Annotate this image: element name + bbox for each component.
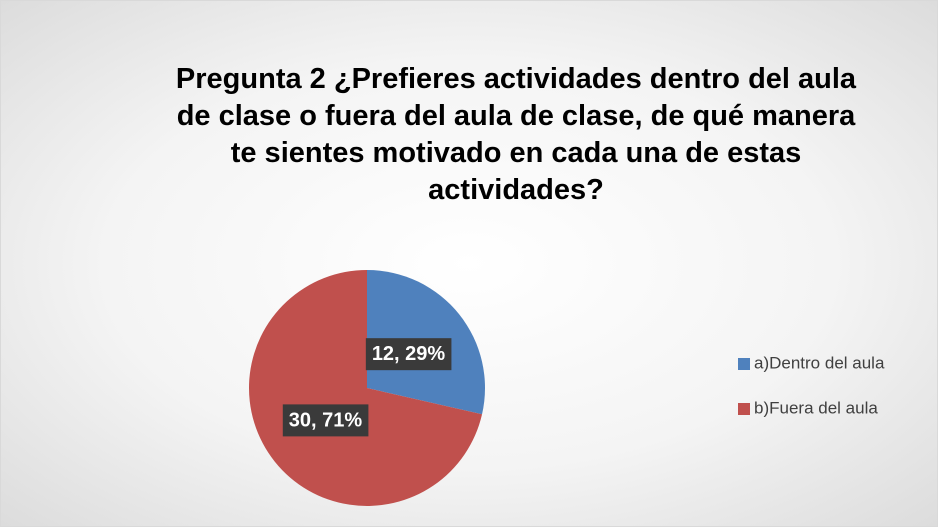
data-label: 30, 71%: [289, 409, 363, 431]
pie-slice: [249, 270, 483, 506]
legend-label: b)Fuera del aula: [754, 398, 878, 417]
legend-label: a)Dentro del aula: [754, 353, 885, 372]
legend-swatch: [738, 358, 750, 370]
data-label: 12, 29%: [372, 343, 446, 365]
legend-swatch: [738, 403, 750, 415]
data-label-box: [365, 338, 452, 371]
data-label-box: [282, 404, 369, 437]
chart-title: Pregunta 2 ¿Prefieres actividades dentro…: [175, 63, 857, 206]
